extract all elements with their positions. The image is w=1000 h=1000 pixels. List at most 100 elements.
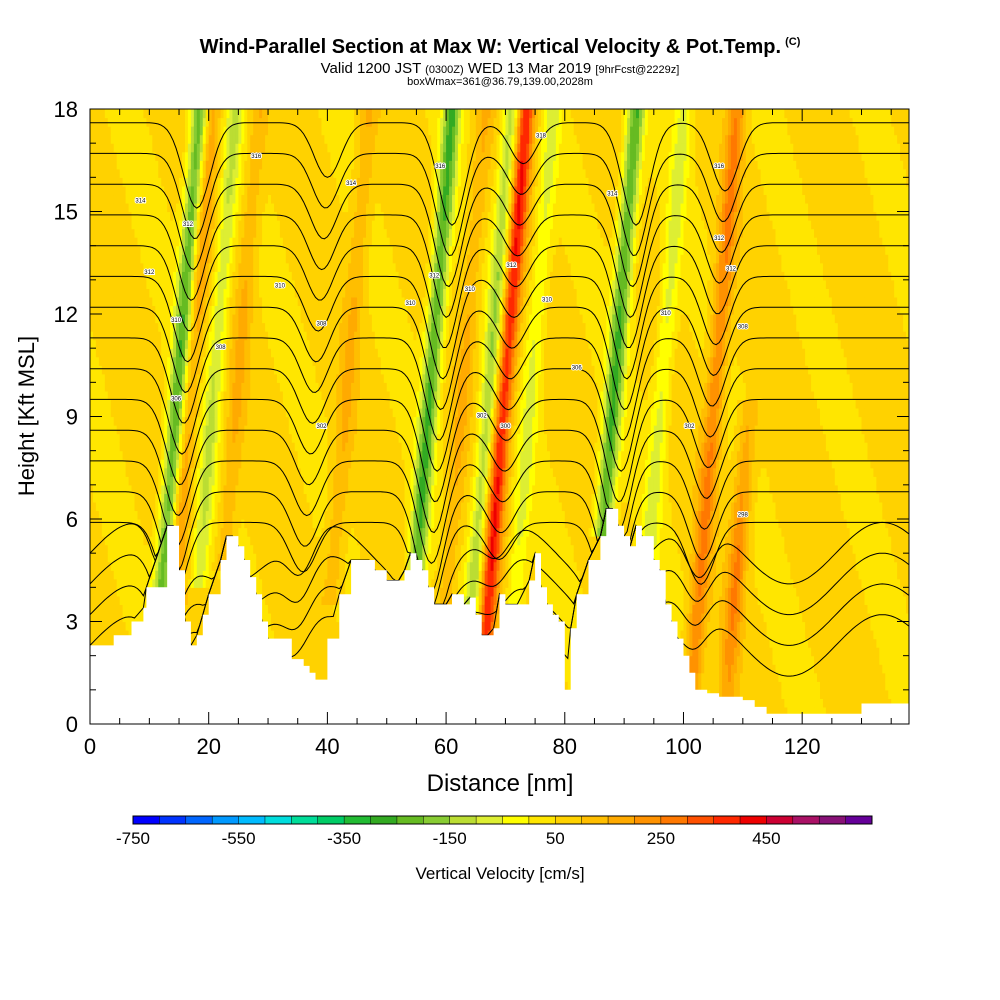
field-cell	[149, 467, 153, 477]
field-cell	[262, 288, 266, 298]
field-cell	[101, 339, 106, 349]
field-cell	[128, 595, 133, 606]
field-cell	[176, 134, 180, 144]
field-cell	[271, 314, 275, 324]
field-cell	[152, 220, 156, 230]
field-cell	[90, 262, 94, 272]
field-cell	[104, 237, 109, 247]
field-cell	[107, 109, 112, 119]
field-cell	[205, 322, 210, 332]
field-cell	[282, 151, 287, 161]
field-cell	[199, 237, 204, 247]
field-cell	[173, 356, 177, 366]
field-cell	[101, 322, 106, 332]
field-cell	[137, 314, 142, 324]
field-cell	[235, 126, 239, 136]
field-cell	[279, 510, 284, 520]
field-cell	[235, 484, 239, 494]
field-cell	[98, 425, 103, 435]
field-cell	[164, 365, 168, 375]
field-cell	[276, 612, 281, 623]
field-cell	[244, 467, 248, 477]
field-cell	[149, 202, 153, 213]
field-cell	[214, 561, 219, 571]
field-cell	[176, 416, 180, 426]
field-cell	[125, 151, 130, 161]
field-cell	[98, 399, 103, 409]
field-cell	[170, 459, 174, 469]
field-cell	[250, 561, 254, 571]
field-cell	[250, 339, 254, 349]
field-cell	[107, 416, 112, 426]
field-cell	[247, 220, 251, 230]
field-cell	[288, 561, 293, 571]
field-cell	[238, 228, 242, 238]
field-cell	[276, 425, 281, 435]
field-cell	[238, 450, 242, 460]
field-cell	[107, 202, 112, 213]
field-cell	[152, 271, 156, 281]
field-cell	[184, 382, 189, 392]
field-cell	[214, 228, 219, 238]
field-cell	[164, 373, 168, 383]
field-cell	[116, 322, 121, 332]
field-cell	[208, 442, 213, 452]
field-cell	[137, 587, 142, 597]
field-cell	[146, 237, 150, 247]
field-cell	[217, 296, 222, 307]
field-cell	[179, 407, 183, 418]
field-cell	[279, 331, 284, 341]
field-cell	[235, 459, 239, 469]
field-cell	[262, 228, 266, 238]
field-cell	[107, 612, 112, 623]
field-cell	[143, 536, 147, 546]
field-cell	[110, 348, 115, 358]
field-cell	[98, 109, 103, 119]
field-cell	[128, 245, 133, 255]
field-cell	[181, 194, 186, 204]
field-cell	[90, 382, 94, 392]
field-cell	[229, 262, 234, 272]
field-cell	[155, 194, 159, 204]
field-cell	[187, 356, 192, 366]
field-cell	[250, 536, 254, 546]
field-cell	[205, 271, 210, 281]
field-cell	[241, 168, 245, 178]
field-cell	[271, 322, 275, 332]
field-cell	[146, 202, 150, 213]
field-cell	[155, 365, 159, 375]
field-cell	[143, 348, 147, 358]
field-cell	[214, 536, 219, 546]
field-cell	[110, 501, 115, 512]
field-cell	[146, 211, 150, 221]
field-cell	[244, 237, 248, 247]
field-cell	[110, 544, 115, 554]
field-cell	[253, 476, 257, 486]
field-cell	[190, 476, 195, 486]
field-cell	[181, 390, 186, 401]
field-cell	[164, 459, 168, 469]
field-cell	[193, 288, 198, 298]
field-cell	[158, 177, 162, 187]
field-cell	[125, 595, 130, 606]
field-cell	[164, 484, 168, 494]
field-cell	[291, 612, 296, 623]
field-cell	[199, 109, 204, 119]
field-cell	[229, 331, 234, 341]
field-cell	[202, 382, 207, 392]
field-cell	[110, 476, 115, 486]
field-cell	[220, 553, 225, 563]
field-cell	[285, 211, 290, 221]
field-cell	[131, 126, 136, 136]
field-cell	[244, 314, 248, 324]
field-cell	[155, 425, 159, 435]
field-cell	[119, 467, 124, 477]
field-cell	[107, 271, 112, 281]
field-cell	[152, 296, 156, 307]
field-cell	[217, 399, 222, 409]
field-cell	[104, 612, 109, 623]
field-cell	[119, 254, 124, 264]
field-cell	[176, 151, 180, 161]
field-cell	[125, 621, 130, 631]
field-cell	[190, 382, 195, 392]
